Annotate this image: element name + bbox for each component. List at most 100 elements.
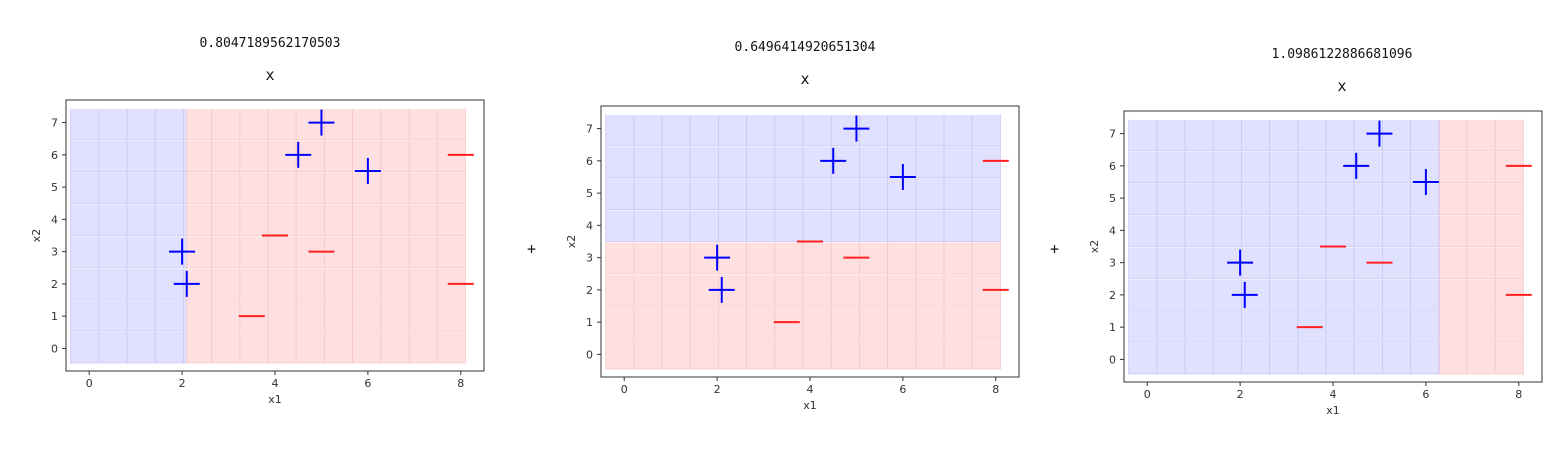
region-cell (239, 330, 269, 364)
region-cell (408, 235, 438, 268)
y-tick-label: 5 (586, 187, 593, 200)
x-axis-label: x1 (268, 393, 282, 406)
region-cell (1269, 246, 1299, 279)
region-cell (1494, 309, 1524, 343)
region-cell (633, 145, 663, 179)
region-cell (1297, 150, 1327, 184)
region-cell (98, 235, 128, 268)
region-cell (605, 272, 635, 306)
y-tick-label: 7 (586, 123, 593, 136)
region-cell (295, 171, 325, 205)
region-cell (1297, 182, 1327, 216)
region-cell (1184, 309, 1214, 343)
region-cell (1466, 118, 1496, 152)
region-cell (1212, 309, 1242, 343)
region-cell (1466, 341, 1496, 375)
region-cell (186, 171, 213, 205)
region-cell (633, 177, 663, 211)
x-tick-label: 2 (1237, 388, 1244, 401)
region-cell (746, 272, 776, 306)
region-cell (1297, 246, 1327, 279)
region-cell (1494, 341, 1524, 375)
region-cell (774, 304, 804, 338)
region-cell (1353, 277, 1383, 311)
region-cell (718, 113, 748, 147)
region-cell (943, 177, 973, 211)
chart-title: x (1337, 77, 1347, 95)
region-cell (98, 203, 128, 236)
region-cell (186, 203, 213, 236)
y-tick-label: 7 (1109, 128, 1116, 141)
region-cell (1325, 182, 1355, 216)
region-cell (1269, 309, 1299, 343)
x-tick-label: 2 (179, 377, 186, 390)
region-cell (352, 107, 382, 141)
region-cell (661, 336, 691, 370)
x-tick-label: 0 (86, 377, 93, 390)
region-cell (295, 139, 325, 173)
region-cell (1241, 309, 1271, 343)
region-cell (1297, 214, 1327, 247)
region-cell (915, 304, 945, 338)
region-cell (1184, 214, 1214, 247)
region-cell (1269, 150, 1299, 184)
region-cell (70, 298, 100, 332)
region-cell (1156, 214, 1186, 247)
positive-point (285, 141, 312, 168)
y-axis-label: x2 (1088, 240, 1101, 254)
region-cell (1353, 309, 1383, 343)
positive-point (173, 270, 200, 297)
y-tick-label: 0 (1109, 353, 1116, 366)
region-cell (1156, 309, 1186, 343)
region-cell (1156, 118, 1186, 152)
region-cell (1212, 182, 1242, 216)
region-cell (1325, 277, 1355, 311)
region-cell (661, 304, 691, 338)
x-tick-label: 8 (457, 377, 464, 390)
region-cell (211, 107, 241, 141)
region-cell (1241, 150, 1271, 184)
region-cell (436, 298, 466, 332)
region-cell (943, 336, 973, 370)
x-tick-label: 0 (621, 383, 628, 396)
region-cell (1353, 150, 1383, 184)
region-cell (186, 330, 213, 364)
region-cell (380, 235, 410, 268)
region-cell (661, 272, 691, 306)
region-cell (774, 336, 804, 370)
region-cell (774, 113, 804, 147)
region-cell (98, 298, 128, 332)
region-cell (774, 177, 804, 211)
region-cell (746, 209, 776, 242)
region-cell (408, 139, 438, 173)
region-cell (1212, 118, 1242, 152)
region-cell (98, 266, 128, 300)
region-cell (830, 177, 860, 211)
region-cell (887, 113, 917, 147)
region-cell (1410, 277, 1440, 311)
region-cell (352, 330, 382, 364)
region-cell (1156, 182, 1186, 216)
region-cell (126, 235, 156, 268)
x-tick-label: 6 (899, 383, 906, 396)
region-cell (1439, 309, 1468, 343)
region-cell (1325, 246, 1355, 279)
region-cell (943, 241, 973, 274)
x-axis-label: x1 (803, 399, 817, 412)
region-cell (943, 145, 973, 179)
region-cell (1494, 118, 1524, 152)
region-cell (661, 113, 691, 147)
region-cell (239, 107, 269, 141)
x-tick-label: 8 (1515, 388, 1522, 401)
region-cell (380, 266, 410, 300)
region-cell (1241, 182, 1271, 216)
region-cell (1297, 341, 1327, 375)
positive-point (1227, 249, 1254, 276)
region-cell (1410, 214, 1440, 247)
region-cell (1128, 277, 1158, 311)
y-tick-label: 5 (1109, 192, 1116, 205)
region-cell (887, 304, 917, 338)
y-tick-label: 2 (1109, 289, 1116, 302)
positive-point (1366, 120, 1393, 147)
